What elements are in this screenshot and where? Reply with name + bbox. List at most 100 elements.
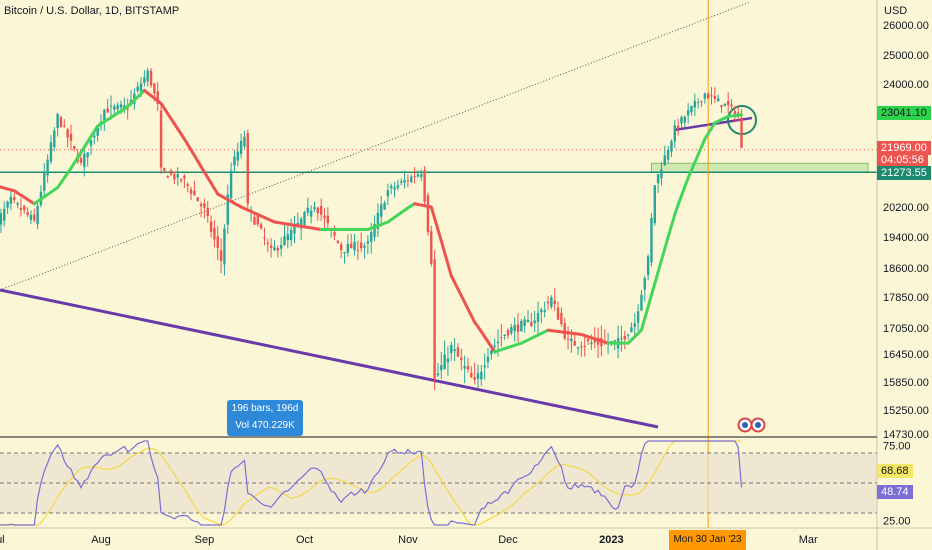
- measure-volume: Vol 470.229K: [235, 420, 295, 431]
- y-tick-label: 20200.00: [883, 202, 929, 214]
- candle-body: [23, 205, 26, 211]
- candle-body: [663, 155, 666, 166]
- candle-body: [630, 327, 633, 333]
- candle-body: [513, 325, 516, 332]
- candle-body: [653, 185, 656, 224]
- candle-body: [416, 174, 420, 177]
- candle-body: [503, 334, 506, 336]
- candle-body: [580, 346, 583, 348]
- candle-body: [440, 365, 443, 371]
- candle-body: [426, 195, 430, 233]
- candle-body: [216, 236, 219, 248]
- candle-body: [179, 179, 183, 181]
- candle-body: [89, 140, 93, 146]
- candle-body: [109, 105, 113, 107]
- candle-body: [206, 207, 209, 216]
- candle-body: [573, 341, 576, 346]
- candle-body: [390, 185, 393, 189]
- ma-segment: [666, 224, 673, 239]
- candle-body: [263, 237, 266, 239]
- candle-body: [360, 242, 363, 249]
- candle-body: [363, 245, 366, 248]
- y-tick-label: 15250.00: [883, 405, 929, 417]
- candle-body: [373, 223, 376, 238]
- candle-body: [380, 204, 383, 217]
- ma-segment: [659, 247, 667, 262]
- candle-body: [126, 108, 129, 110]
- candle-body: [93, 136, 96, 138]
- candle-body: [430, 231, 433, 265]
- candle-body: [146, 70, 149, 82]
- ma-segment: [663, 235, 670, 251]
- ma-segment: [439, 239, 447, 254]
- candle-body: [510, 327, 513, 334]
- countdown-tag: 04:05:56: [877, 153, 928, 167]
- candle-body: [233, 156, 236, 166]
- candle-body: [720, 105, 723, 107]
- candle-body: [273, 247, 276, 251]
- candle-body: [303, 211, 306, 226]
- event-icon-core: [755, 422, 761, 428]
- candle-body: [199, 203, 203, 207]
- candle-body: [546, 301, 550, 304]
- candle-body: [29, 214, 33, 220]
- ma-segment: [436, 228, 443, 243]
- ma-segment: [429, 205, 437, 220]
- candle-body: [323, 215, 326, 219]
- candle-body: [520, 320, 523, 332]
- rsi-tick-label: 75.00: [883, 441, 911, 453]
- candle-body: [500, 337, 503, 339]
- candle-body: [256, 215, 259, 225]
- candle-body: [590, 342, 593, 345]
- candle-body: [209, 221, 213, 232]
- candle-body: [143, 77, 146, 83]
- candle-body: [106, 108, 109, 113]
- candle-body: [183, 175, 186, 179]
- candle-body: [246, 133, 249, 204]
- candle-body: [473, 377, 476, 380]
- candle-body: [396, 184, 400, 188]
- candle-body: [253, 217, 256, 225]
- x-tick-label: Aug: [91, 534, 111, 546]
- candle-body: [33, 214, 36, 221]
- candle-body: [239, 140, 243, 154]
- ma-segment: [679, 185, 687, 198]
- candle-body: [436, 373, 440, 376]
- candle-body: [400, 181, 403, 183]
- supply-zone: [650, 162, 869, 173]
- candle-body: [483, 365, 486, 368]
- x-tick-label: Nov: [398, 534, 418, 546]
- candle-body: [466, 366, 470, 370]
- candle-body: [703, 93, 707, 99]
- candle-body: [550, 297, 553, 307]
- currency-label[interactable]: USD: [884, 5, 908, 17]
- candle-body: [66, 129, 69, 138]
- candle-body: [56, 113, 59, 128]
- y-tick-label: 14730.00: [883, 429, 929, 441]
- candle-body: [693, 101, 697, 108]
- rsi-tick-label: 25.00: [883, 516, 911, 528]
- candle-body: [516, 324, 520, 332]
- candle-body: [406, 180, 410, 182]
- support-level-tag: 21273.55: [877, 166, 931, 180]
- candle-body: [336, 240, 340, 243]
- candle-body: [490, 350, 493, 355]
- candle-body: [680, 116, 683, 124]
- candle-body: [713, 95, 717, 99]
- ma-segment: [683, 176, 690, 189]
- candle-body: [433, 259, 436, 379]
- rsi-ma-value-tag: 48.74: [877, 485, 913, 499]
- candle-body: [13, 197, 16, 200]
- candle-body: [326, 215, 330, 224]
- x-tick-label: Oct: [296, 534, 313, 546]
- candle-body: [276, 248, 280, 251]
- candle-body: [166, 176, 169, 178]
- candle-body: [259, 224, 263, 229]
- rsi-line: [0, 440, 743, 526]
- candle-body: [43, 172, 46, 191]
- ma-segment: [433, 216, 440, 231]
- candle-body: [576, 347, 580, 349]
